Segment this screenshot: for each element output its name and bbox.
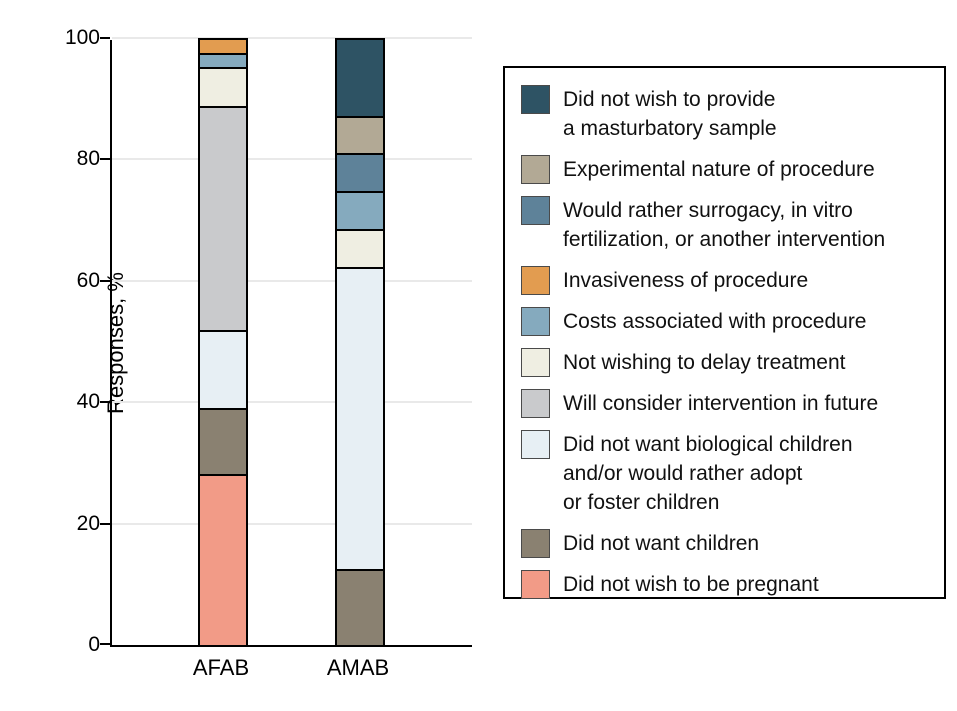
- legend-label: Did not wish to provide a masturbatory sa…: [563, 85, 777, 143]
- y-tick-mark-80: [100, 158, 110, 161]
- legend: Did not wish to provide a masturbatory sa…: [503, 66, 946, 599]
- legend-label: Costs associated with procedure: [563, 307, 867, 336]
- bar-segment: [200, 66, 246, 106]
- legend-label-line: a masturbatory sample: [563, 117, 777, 140]
- legend-swatch: [521, 529, 550, 558]
- legend-label: Not wishing to delay treatment: [563, 348, 845, 377]
- legend-swatch: [521, 266, 550, 295]
- bar-segment: [200, 53, 246, 67]
- bar-segment: [337, 229, 383, 267]
- y-tick-mark-60: [100, 279, 110, 282]
- bar-segment: [337, 569, 383, 645]
- legend-swatch: [521, 307, 550, 336]
- legend-item: Did not want children: [521, 529, 928, 558]
- legend-label: Did not wish to be pregnant: [563, 570, 819, 599]
- legend-swatch: [521, 196, 550, 225]
- y-tick-label-0: 0: [88, 633, 100, 656]
- legend-label: Experimental nature of procedure: [563, 155, 875, 184]
- y-tick-label-80: 80: [76, 147, 100, 171]
- gridline-100: [112, 37, 472, 39]
- gridline-40: [112, 401, 472, 404]
- y-tick-label-40: 40: [76, 390, 100, 414]
- x-category-label-afab: AFAB: [192, 655, 250, 680]
- legend-swatch: [521, 389, 550, 418]
- legend-label-line: Would rather surrogacy, in vitro: [563, 199, 853, 222]
- y-tick-label-100: 100: [64, 26, 100, 49]
- y-tick-label-60: 60: [76, 268, 100, 292]
- legend-swatch: [521, 348, 550, 377]
- legend-label-line: fertilization, or another intervention: [563, 228, 886, 251]
- legend-item: Did not wish to provide a masturbatory sa…: [521, 85, 928, 143]
- bar-segment: [200, 474, 246, 645]
- legend-item: Will consider intervention in future: [521, 389, 928, 418]
- bar-segment: [200, 329, 246, 409]
- bar-segment: [337, 191, 383, 230]
- legend-item: Costs associated with procedure: [521, 307, 928, 336]
- y-tick-mark-20: [100, 522, 110, 525]
- legend-label-line: and/or would rather adopt: [563, 462, 803, 485]
- bar-segment: [337, 115, 383, 154]
- gridline-80: [112, 158, 472, 161]
- legend-swatch: [521, 85, 550, 114]
- legend-label-line: Did not wish to provide: [563, 88, 776, 111]
- legend-item: Experimental nature of procedure: [521, 155, 928, 184]
- legend-label-line: Not wishing to delay treatment: [563, 351, 846, 374]
- legend-label-line: Invasiveness of procedure: [563, 269, 809, 292]
- legend-label-line: Experimental nature of procedure: [563, 158, 875, 181]
- plot-area: Responses, % 0 20 40 60 80 100: [65, 26, 472, 656]
- legend-item: Not wishing to delay treatment: [521, 348, 928, 377]
- legend-swatch: [521, 570, 550, 599]
- y-tick-mark-40: [100, 401, 110, 404]
- legend-label-line: Costs associated with procedure: [563, 310, 867, 333]
- y-tick-mark-100: [100, 37, 110, 39]
- y-tick-label-20: 20: [76, 511, 100, 535]
- bar-segment: [200, 40, 246, 54]
- legend-label: Did not want children: [563, 529, 759, 558]
- gridline-60: [112, 279, 472, 282]
- legend-item: Would rather surrogacy, in vitro fertiliz…: [521, 196, 928, 254]
- legend-item: Invasiveness of procedure: [521, 266, 928, 295]
- bar-segment: [337, 153, 383, 192]
- y-axis-title: Responses, %: [103, 272, 128, 414]
- bar-segment: [200, 408, 246, 475]
- bar-segment: [337, 266, 383, 570]
- bar-segment: [337, 40, 383, 116]
- legend-item: Did not wish to be pregnant: [521, 570, 928, 599]
- legend-label: Did not want biological children and/or w…: [563, 430, 853, 517]
- bar-segment: [200, 105, 246, 330]
- bar-afab: [198, 38, 248, 645]
- legend-item: Did not want biological children and/or w…: [521, 430, 928, 517]
- legend-label-line: Did not wish to be pregnant: [563, 573, 819, 596]
- gridline-20: [112, 522, 472, 525]
- x-category-label-amab: AMAB: [326, 655, 390, 680]
- legend-swatch: [521, 430, 550, 459]
- legend-label-line: Will consider intervention in future: [563, 392, 879, 415]
- legend-label: Invasiveness of procedure: [563, 266, 808, 295]
- legend-label: Would rather surrogacy, in vitro fertiliz…: [563, 196, 885, 254]
- legend-label-line: Did not want children: [563, 532, 760, 555]
- y-tick-mark-0: [100, 643, 110, 645]
- bar-amab: [335, 38, 385, 645]
- legend-label-line: or foster children: [563, 491, 720, 514]
- legend-label-line: Did not want biological children: [563, 433, 853, 456]
- legend-swatch: [521, 155, 550, 184]
- legend-label: Will consider intervention in future: [563, 389, 878, 418]
